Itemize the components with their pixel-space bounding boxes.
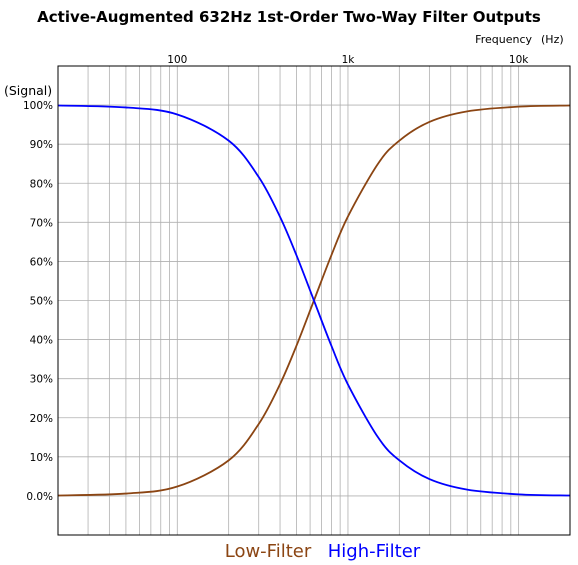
chart-title: Active-Augmented 632Hz 1st-Order Two-Way… <box>37 8 541 26</box>
x-axis-label: Frequency <box>475 33 532 46</box>
y-tick-label: 40% <box>30 335 53 347</box>
y-tick-label: 30% <box>30 374 53 386</box>
grid <box>58 66 570 535</box>
x-tick-label: 1k <box>342 54 356 66</box>
y-tick-label: 10% <box>30 452 53 464</box>
legend-low-filter: Low-Filter <box>225 541 312 562</box>
y-tick-label: 100% <box>23 100 53 112</box>
y-tick-label: 80% <box>30 178 53 190</box>
y-tick-label: 50% <box>30 296 53 308</box>
x-axis-unit: (Hz) <box>541 33 564 46</box>
legend-high-filter: High-Filter <box>328 541 421 562</box>
x-tick-label: 100 <box>167 54 187 66</box>
x-tick-labels: 100 1k 10k <box>167 54 529 66</box>
y-tick-label: 60% <box>30 256 53 268</box>
x-tick-label: 10k <box>509 54 529 66</box>
y-tick-label: 0.0% <box>26 491 53 503</box>
series-line-high-filter <box>57 104 571 497</box>
y-axis-label: (Signal) <box>4 83 52 98</box>
y-tick-label: 20% <box>30 413 53 425</box>
y-tick-label: 90% <box>30 139 53 151</box>
series-lines <box>57 104 571 497</box>
y-tick-label: 70% <box>30 217 53 229</box>
y-tick-labels: 0.0% 10% 20% 30% 40% 50% 60% 70% 80% 90% 100% <box>23 100 53 503</box>
series-line-low-filter <box>57 104 571 497</box>
plot-frame <box>57 65 571 536</box>
